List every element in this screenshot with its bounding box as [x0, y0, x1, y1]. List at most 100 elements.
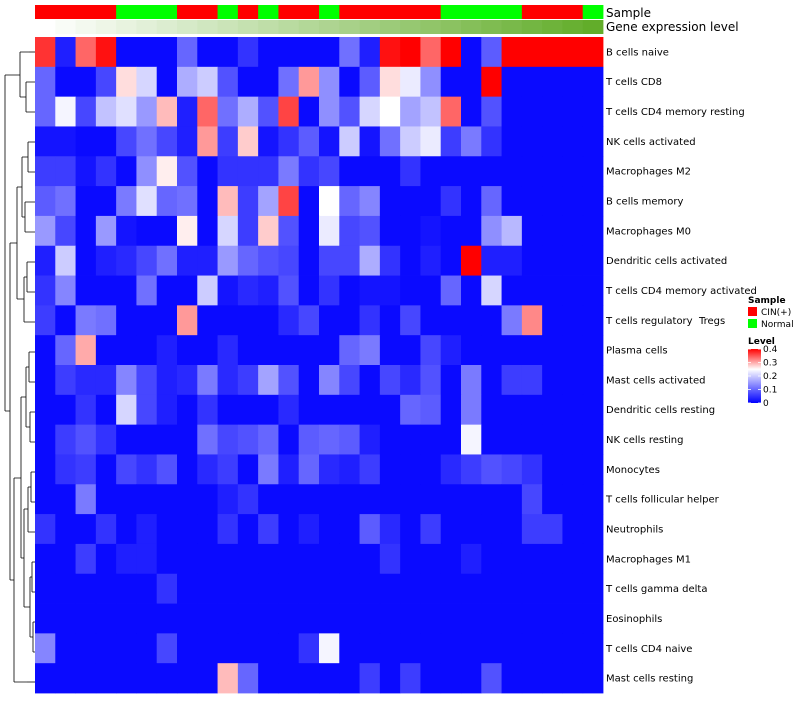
heatmap-cell-r21-c23: [501, 663, 523, 694]
heatmap-cell-r13-c9: [217, 424, 239, 455]
heatmap-cell-r11-c18: [400, 365, 421, 396]
heatmap-cell-r20-c16: [359, 633, 381, 664]
heatmap-cell-r16-c8: [197, 514, 218, 545]
heatmap-cell-r21-c2: [75, 663, 97, 694]
heatmap-cell-r20-c4: [116, 633, 137, 664]
annotation-label-gene-expression: Gene expression level: [606, 20, 739, 34]
heatmap-cell-r8-c21: [461, 275, 482, 306]
heatmap-cell-r20-c18: [400, 633, 421, 664]
heatmap-cell-r6-c23: [501, 215, 523, 247]
annotation-label-sample: Sample: [606, 6, 651, 20]
heatmap-cell-r15-c3: [95, 484, 117, 515]
heatmap-cell-r3-c20: [440, 126, 462, 157]
heatmap-cell-r0-c9: [217, 37, 239, 68]
heatmap-cell-r4-c8: [197, 156, 218, 187]
heatmap-cell-r18-c10: [237, 573, 259, 604]
heatmap-cell-r20-c23: [501, 633, 523, 664]
heatmap-cell-r15-c6: [156, 484, 178, 515]
gene-expression-cell-1: [55, 20, 76, 34]
heatmap-cell-r4-c25: [542, 156, 563, 187]
heatmap-cell-r17-c20: [440, 543, 462, 575]
heatmap-cell-r10-c23: [501, 335, 523, 366]
heatmap-cell-r19-c6: [156, 603, 178, 634]
heatmap-cell-r2-c3: [95, 96, 117, 127]
heatmap-cell-r11-c3: [95, 365, 117, 396]
heatmap-cell-r20-c1: [55, 633, 76, 664]
heatmap-cell-r2-c10: [237, 96, 259, 127]
heatmap-cell-r19-c22: [481, 603, 502, 634]
heatmap-cell-r7-c12: [278, 245, 300, 276]
heatmap-cell-r15-c21: [461, 484, 482, 515]
heatmap-cell-r5-c26: [562, 186, 584, 217]
heatmap-cell-r15-c7: [177, 484, 198, 515]
heatmap-cell-r1-c24: [521, 66, 543, 98]
gene-expression-cell-7: [177, 20, 198, 34]
heatmap-cell-r12-c23: [501, 394, 523, 426]
heatmap-cell-r11-c13: [298, 365, 320, 396]
sample-cell-4: [116, 5, 137, 19]
heatmap-cell-r7-c13: [298, 245, 320, 276]
heatmap-cell-r7-c2: [75, 245, 97, 276]
heatmap-cell-r17-c9: [217, 543, 239, 575]
heatmap-cell-r10-c8: [197, 335, 218, 366]
heatmap-cell-r15-c19: [420, 484, 442, 515]
heatmap-cell-r4-c21: [461, 156, 482, 187]
heatmap-cell-r1-c19: [420, 66, 442, 98]
heatmap-cell-r7-c15: [339, 245, 360, 276]
heatmap-cell-r10-c10: [237, 335, 259, 366]
heatmap-cell-r5-c21: [461, 186, 482, 217]
heatmap-cell-r1-c17: [379, 66, 401, 98]
heatmap-cell-r12-c7: [177, 394, 198, 426]
heatmap-cell-r0-c15: [339, 37, 360, 68]
sample-cell-26: [562, 5, 584, 19]
heatmap-cell-r17-c15: [339, 543, 360, 575]
heatmap-cell-r10-c13: [298, 335, 320, 366]
heatmap-cell-r9-c9: [217, 305, 239, 336]
heatmap-cell-r3-c17: [379, 126, 401, 157]
heatmap-cell-r14-c2: [75, 454, 97, 485]
heatmap-cell-r20-c26: [562, 633, 584, 664]
heatmap-cell-r13-c4: [116, 424, 137, 455]
heatmap-cell-r5-c20: [440, 186, 462, 217]
heatmap-cell-r15-c0: [35, 484, 56, 515]
heatmap-cell-r14-c18: [400, 454, 421, 485]
heatmap-cell-r6-c14: [319, 215, 340, 247]
heatmap-cell-r13-c2: [75, 424, 97, 455]
heatmap-cell-r14-c12: [278, 454, 300, 485]
heatmap-cell-r10-c4: [116, 335, 137, 366]
heatmap-cell-r9-c10: [237, 305, 259, 336]
heatmap-cell-r8-c19: [420, 275, 442, 306]
heatmap-cell-r16-c23: [501, 514, 523, 545]
heatmap-cell-r0-c3: [95, 37, 117, 68]
heatmap-cell-r6-c10: [237, 215, 259, 247]
heatmap-cell-r10-c9: [217, 335, 239, 366]
gene-expression-cell-27: [582, 20, 604, 34]
heatmap-cell-r6-c26: [562, 215, 584, 247]
heatmap-cell-r20-c25: [542, 633, 563, 664]
heatmap-cell-r4-c5: [136, 156, 158, 187]
gene-expression-cell-0: [35, 20, 56, 34]
heatmap-cell-r9-c25: [542, 305, 563, 336]
heatmap-cell-r16-c14: [319, 514, 340, 545]
heatmap-cell-r3-c4: [116, 126, 137, 157]
gene-expression-cell-14: [319, 20, 340, 34]
heatmap-cell-r1-c22: [481, 66, 502, 98]
heatmap-cell-r1-c5: [136, 66, 158, 98]
heatmap-cell-r2-c23: [501, 96, 523, 127]
sample-cell-5: [136, 5, 158, 19]
heatmap-cell-r3-c26: [562, 126, 584, 157]
sample-cell-25: [542, 5, 563, 19]
heatmap-cell-r19-c18: [400, 603, 421, 634]
heatmap-cell-r12-c19: [420, 394, 442, 426]
legend-label-normal: Normal: [761, 320, 794, 330]
heatmap-cell-r2-c19: [420, 96, 442, 127]
heatmap-cell-r10-c1: [55, 335, 76, 366]
heatmap-cell-r4-c1: [55, 156, 76, 187]
heatmap-cell-r16-c0: [35, 514, 56, 545]
heatmap-cell-r11-c0: [35, 365, 56, 396]
heatmap-cell-r18-c9: [217, 573, 239, 604]
heatmap-cell-r2-c27: [582, 96, 604, 127]
heatmap-cell-r4-c26: [562, 156, 584, 187]
heatmap-cell-r20-c22: [481, 633, 502, 664]
heatmap-cell-r3-c13: [298, 126, 320, 157]
